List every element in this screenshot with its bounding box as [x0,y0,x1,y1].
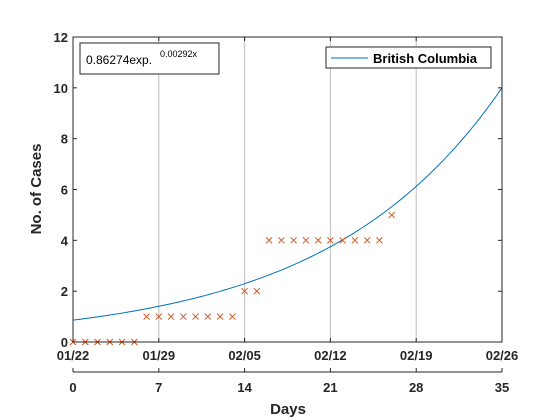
equation-base: 0.86274exp. [86,53,152,67]
data-point [388,211,396,219]
y-tick-label: 2 [61,284,68,299]
data-point-stroke-b [155,313,163,320]
legend-label: British Columbia [373,51,478,66]
x-axis-title: Days [270,401,306,418]
y-tick-label: 10 [54,81,68,96]
data-point-stroke-b [265,236,273,244]
y-tick-label: 12 [54,30,68,45]
data-point-stroke-b [388,211,396,219]
date-tick-label: 01/29 [143,348,176,363]
equation-exponent: 0.00292x [160,49,198,59]
data-point [143,313,150,320]
data-point-stroke-b [339,236,347,244]
data-point [179,313,187,320]
data-point-stroke-b [302,236,310,244]
x-tick-labels: 0 7 14 21 28 35 [69,380,509,395]
y-tick-labels: 0 2 4 6 8 10 12 [54,30,69,350]
data-point-stroke-b [241,287,248,295]
legend: British Columbia [325,46,492,69]
data-point-stroke-b [216,313,224,320]
data-point-stroke-b [179,313,187,320]
date-tick-label: 02/26 [486,348,519,363]
data-point-stroke-b [327,236,334,244]
data-point [167,313,175,320]
x-tick-label: 28 [409,380,423,395]
data-point [339,236,347,244]
x-tick-label: 21 [323,380,337,395]
data-point-stroke-b [363,236,371,244]
x-tick-label: 14 [237,380,252,395]
date-tick-label: 02/19 [400,348,433,363]
data-point-stroke-b [290,236,297,244]
data-point [290,236,297,244]
y-tick-label: 0 [61,335,68,350]
date-tick-label: 01/22 [57,348,90,363]
data-point [204,313,212,320]
data-point [302,236,310,244]
data-point [327,236,334,244]
data-point [351,236,359,244]
legend-frame [325,46,492,69]
fit-curve-layer [72,87,503,321]
equation-box: 0.86274exp. 0.00292x [79,42,220,75]
fit-curve-line [72,87,503,321]
data-point [192,313,199,320]
data-point [265,236,273,244]
data-point-stroke-b [167,313,175,320]
data-point-stroke-b [192,313,199,320]
data-point [376,236,383,244]
data-point-stroke-b [351,236,359,244]
y-tick-label: 8 [61,132,68,147]
y-tick-label: 6 [61,183,68,198]
x-tick-label: 0 [69,380,76,395]
data-point [314,236,322,244]
date-tick-label: 02/12 [314,348,347,363]
date-tick-label: 02/05 [228,348,261,363]
y-axis-title: No. of Cases [28,144,45,235]
data-point-stroke-b [228,313,236,320]
plot-area [73,37,502,342]
data-point [216,313,224,320]
data-point-stroke-b [314,236,322,244]
data-point [363,236,371,244]
x-tick-label: 35 [495,380,509,395]
data-point-stroke-b [376,236,383,244]
x-tick-label: 7 [155,380,162,395]
data-point [241,287,248,295]
date-tick-labels: 01/22 01/29 02/05 02/12 02/19 02/26 [57,348,519,363]
data-point [278,236,285,244]
equation-box-frame [79,42,220,75]
data-point [155,313,163,320]
data-point-stroke-b [204,313,212,320]
data-point [228,313,236,320]
data-point [253,287,261,295]
y-tick-label: 4 [61,233,69,248]
data-point-stroke-b [143,313,150,320]
data-point-stroke-b [278,236,285,244]
bottom-axis-ticks [72,368,503,372]
data-point-stroke-b [253,287,261,295]
axis-ticks [72,36,503,343]
